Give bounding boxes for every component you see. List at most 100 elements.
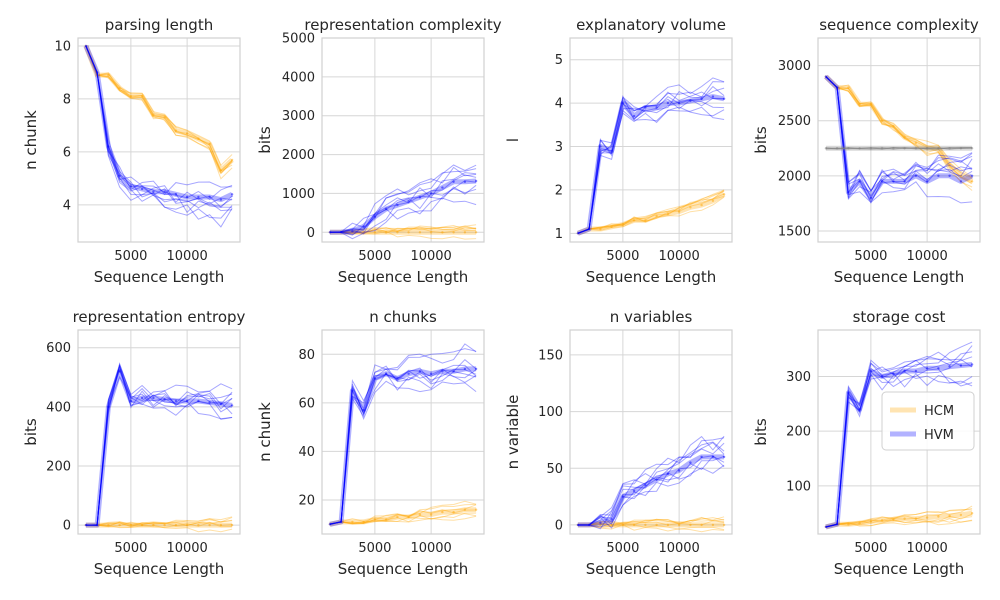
- control-point: [925, 147, 929, 150]
- hvm-point: [328, 523, 332, 526]
- y-tick-label: 2000: [282, 148, 315, 163]
- hvm-run-line: [329, 172, 477, 236]
- hvm-point: [396, 203, 399, 207]
- hcm-run-line: [85, 45, 233, 180]
- hcm-point: [441, 510, 444, 514]
- plot-area: [328, 343, 478, 527]
- x-tick-label: 10000: [658, 249, 699, 264]
- hcm-point: [208, 142, 211, 146]
- control-point: [914, 147, 918, 150]
- hvm-point: [847, 191, 850, 194]
- hcm-point: [384, 231, 388, 234]
- hvm-mean-line: [329, 178, 477, 235]
- hvm-mean-line: [824, 74, 974, 201]
- panel-8: 5000 10000 100 200 300 storage cost Sequence L…: [752, 308, 981, 578]
- panel-title: storage cost: [853, 308, 946, 326]
- hvm-point: [587, 523, 591, 527]
- hcm-point: [610, 225, 613, 228]
- hvm-point: [384, 372, 388, 375]
- hcm-run-line: [825, 76, 973, 185]
- control-run-line: [825, 146, 973, 150]
- hcm-mean-line: [825, 510, 973, 530]
- hcm-point: [452, 231, 455, 234]
- control-point: [892, 147, 895, 150]
- hvm-run-line: [577, 87, 725, 234]
- hvm-point: [219, 198, 223, 201]
- control-run-line: [825, 146, 973, 150]
- hvm-point: [925, 367, 929, 370]
- hcm-point: [892, 125, 895, 128]
- y-tick-label: 300: [786, 370, 811, 385]
- hcm-point: [174, 129, 178, 132]
- plot-area: [824, 341, 974, 530]
- hvm-point: [339, 520, 343, 524]
- hvm-run-line: [329, 365, 477, 525]
- hcm-point: [429, 231, 433, 234]
- control-point: [903, 147, 906, 150]
- hvm-run-line: [577, 98, 725, 235]
- panel-title: sequence complexity: [819, 16, 979, 34]
- hcm-point: [129, 523, 133, 527]
- hvm-point: [621, 101, 625, 105]
- hcm-mean-line: [577, 192, 726, 236]
- hcm-point: [163, 523, 166, 527]
- hcm-point: [937, 515, 940, 518]
- x-tick-label: 10000: [906, 249, 947, 264]
- y-axis-label: l: [504, 138, 522, 142]
- hvm-point: [118, 370, 121, 373]
- hcm-run-line: [825, 519, 973, 528]
- hcm-run-line: [577, 516, 725, 526]
- hcm-point: [700, 203, 703, 207]
- y-tick-label: 0: [555, 518, 563, 533]
- hcm-point: [140, 95, 144, 98]
- hvm-point: [463, 367, 467, 371]
- hvm-point: [118, 174, 121, 177]
- x-tick-label: 5000: [358, 541, 391, 556]
- hvm-point: [711, 95, 715, 98]
- hvm-point: [700, 97, 703, 101]
- control-point: [880, 147, 884, 150]
- x-axis-label: Sequence Length: [586, 560, 717, 578]
- hcm-point: [219, 169, 223, 172]
- plot-area: [84, 362, 234, 533]
- hvm-point: [429, 192, 433, 195]
- hvm-run-line: [825, 368, 973, 528]
- plot-area: [576, 435, 726, 533]
- hvm-point: [677, 101, 681, 105]
- hcm-point: [847, 86, 850, 89]
- y-axis-label: bits: [752, 126, 770, 154]
- hcm-run-line: [577, 524, 725, 531]
- hcm-point: [95, 73, 99, 77]
- hcm-run-line: [85, 521, 233, 528]
- hvm-run-line: [825, 76, 973, 203]
- control-point: [835, 147, 839, 150]
- hcm-point: [174, 523, 178, 527]
- hvm-point: [858, 180, 861, 183]
- control-run-line: [825, 146, 973, 150]
- hvm-run-line: [85, 369, 233, 526]
- hvm-point: [610, 518, 613, 521]
- panel-4: 5000 10000 1500 2000 2500 3000 sequence comple…: [752, 16, 981, 286]
- hvm-point: [84, 523, 88, 527]
- hcm-run-line: [329, 227, 477, 234]
- hvm-point: [463, 180, 467, 183]
- hcm-point: [152, 113, 155, 117]
- hcm-run-line: [85, 520, 233, 528]
- y-tick-label: 5: [555, 53, 563, 68]
- hcm-mean-line: [824, 74, 974, 184]
- hvm-mean-line: [83, 44, 234, 203]
- hcm-point: [970, 512, 974, 515]
- hcm-run-line: [577, 516, 725, 526]
- hvm-point: [129, 399, 133, 403]
- x-axis-label: Sequence Length: [94, 268, 225, 286]
- hvm-point: [824, 525, 828, 529]
- hcm-run-line: [85, 45, 233, 167]
- x-tick-label: 5000: [606, 249, 639, 264]
- x-tick-label: 5000: [606, 541, 639, 556]
- hvm-run-line: [577, 442, 725, 526]
- hvm-run-line: [85, 364, 233, 526]
- panel-1: 5000 10000 4 6 8 10 parsing length Sequence Len…: [22, 16, 241, 286]
- hvm-point: [140, 187, 144, 191]
- hcm-point: [230, 523, 234, 527]
- hvm-point: [925, 180, 929, 183]
